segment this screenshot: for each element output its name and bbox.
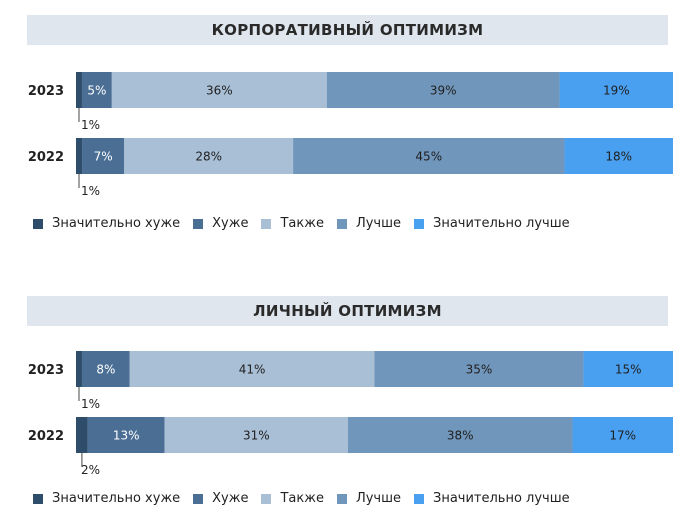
data-label: 41% bbox=[239, 363, 266, 377]
chart-corporate: 2023 1% 5% 36% 39% 19% 2022 1% 7% 28% 45% 18% bbox=[28, 72, 673, 198]
bar-segment bbox=[374, 351, 584, 387]
bar-segment bbox=[129, 351, 375, 387]
data-label: 28% bbox=[195, 150, 222, 164]
legend-label: Значительно хуже bbox=[52, 216, 181, 231]
data-label: 45% bbox=[415, 150, 442, 164]
legend-item: Хуже bbox=[193, 491, 248, 506]
category-label: 2023 bbox=[28, 363, 64, 378]
chart-title-corporate: КОРПОРАТИВНЫЙ ОПТИМИЗМ bbox=[27, 15, 668, 45]
bar-segment bbox=[81, 72, 112, 108]
legend-swatch bbox=[413, 493, 424, 504]
legend-swatch bbox=[413, 218, 424, 229]
data-label: 5% bbox=[87, 84, 106, 98]
data-label: 8% bbox=[96, 363, 115, 377]
data-label: 13% bbox=[113, 429, 140, 443]
legend-label: Значительно лучше bbox=[432, 216, 570, 231]
chart-title-personal: ЛИЧНЫЙ ОПТИМИЗМ bbox=[27, 296, 668, 326]
category-label: 2022 bbox=[28, 150, 64, 165]
category-label: 2022 bbox=[28, 429, 64, 444]
data-label: 19% bbox=[603, 84, 630, 98]
data-label: 17% bbox=[609, 429, 636, 443]
data-label: 2% bbox=[81, 463, 100, 477]
data-label: 1% bbox=[81, 397, 100, 411]
bar-segment bbox=[111, 72, 327, 108]
legend-item: Значительно лучше bbox=[413, 491, 570, 506]
bar-segment bbox=[326, 72, 560, 108]
bar-segment bbox=[87, 417, 165, 453]
data-label: 35% bbox=[466, 363, 493, 377]
data-label: 7% bbox=[94, 150, 113, 164]
legend-label: Лучше bbox=[355, 216, 401, 231]
chart-panel-corporate: КОРПОРАТИВНЫЙ ОПТИМИЗМ 2023 1% 5% 36% 39% 19%… bbox=[27, 15, 673, 231]
legend-label: Значительно лучше bbox=[432, 491, 570, 506]
legend-label: Также bbox=[280, 216, 324, 231]
bar-segment bbox=[559, 72, 673, 108]
bar-segment bbox=[347, 417, 573, 453]
bar-segment bbox=[76, 417, 88, 453]
data-label: 18% bbox=[605, 150, 632, 164]
bar-segment bbox=[76, 351, 82, 387]
legend-swatch bbox=[193, 493, 204, 504]
bar-segment bbox=[583, 351, 673, 387]
data-label: 31% bbox=[243, 429, 270, 443]
bar-segment bbox=[76, 138, 83, 174]
data-label: 38% bbox=[447, 429, 474, 443]
legend-label: Лучше bbox=[355, 491, 401, 506]
legend-item: Значительно хуже bbox=[33, 491, 180, 506]
bar-segment bbox=[564, 138, 673, 174]
legend-item: Также bbox=[261, 216, 324, 231]
legend-item: Значительно хуже bbox=[33, 216, 180, 231]
bar-segment bbox=[164, 417, 348, 453]
legend-swatch bbox=[261, 218, 272, 229]
legend-swatch bbox=[336, 218, 347, 229]
data-label: 1% bbox=[81, 118, 100, 132]
data-label: 36% bbox=[206, 84, 233, 98]
legend-label: Также bbox=[280, 491, 324, 506]
legend-label: Хуже bbox=[212, 216, 249, 231]
legend-swatch bbox=[33, 218, 43, 229]
legend-label: Значительно хуже bbox=[52, 491, 181, 506]
legend-swatch bbox=[193, 218, 204, 229]
legend-item: Также bbox=[261, 491, 324, 506]
legend-item: Лучше bbox=[336, 491, 401, 506]
bar-segment bbox=[293, 138, 565, 174]
legend-corporate: Значительно хуже Хуже Также Лучше Значительн… bbox=[33, 216, 583, 231]
category-label: 2023 bbox=[28, 84, 64, 99]
legend-swatch bbox=[33, 493, 43, 504]
data-label: 39% bbox=[430, 84, 457, 98]
legend-swatch bbox=[336, 493, 347, 504]
legend-item: Лучше bbox=[336, 216, 401, 231]
bar-segment bbox=[124, 138, 294, 174]
legend-swatch bbox=[261, 493, 272, 504]
legend-personal: Значительно хуже Хуже Также Лучше Значительн… bbox=[33, 491, 583, 506]
data-label: 15% bbox=[615, 363, 642, 377]
bar-segment bbox=[82, 138, 125, 174]
legend-item: Хуже bbox=[193, 216, 248, 231]
legend-item: Значительно лучше bbox=[413, 216, 570, 231]
bar-segment bbox=[81, 351, 130, 387]
legend-label: Хуже bbox=[212, 491, 249, 506]
data-label: 1% bbox=[81, 184, 100, 198]
bar-segment bbox=[76, 72, 82, 108]
bar-segment bbox=[572, 417, 673, 453]
